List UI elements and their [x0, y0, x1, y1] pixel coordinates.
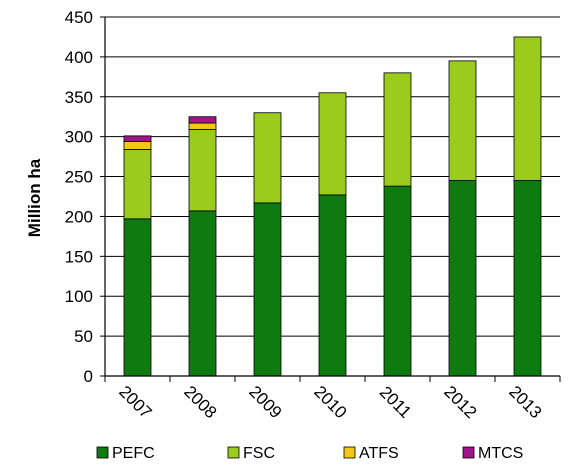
y-tick-label: 300 — [65, 128, 93, 147]
bar-segment-fsc-2010 — [318, 92, 347, 196]
y-tick-label: 250 — [65, 168, 93, 187]
bar-segment-fsc-2013 — [513, 36, 542, 181]
legend-label-fsc: FSC — [243, 445, 275, 462]
y-tick-label: 0 — [84, 367, 93, 386]
legend-swatch-pefc — [96, 446, 109, 459]
bar-segment-pefc-2007 — [123, 218, 152, 377]
bar-segment-pefc-2013 — [513, 180, 542, 377]
y-tick-labels: 0 50 100 150 200 250 300 350 400 450 — [65, 8, 93, 386]
x-tick-label: 2011 — [376, 382, 415, 421]
axes — [104, 17, 561, 382]
y-tick-label: 50 — [74, 327, 93, 346]
legend-label-atfs: ATFS — [359, 445, 399, 462]
bar-segment-mtcs-2007 — [123, 135, 152, 142]
bar-segment-fsc-2007 — [123, 149, 152, 220]
bar-segment-pefc-2009 — [253, 202, 282, 377]
legend-label-mtcs: MTCS — [478, 445, 523, 462]
y-tick-label: 150 — [65, 247, 93, 266]
bars — [123, 36, 542, 377]
bar-segment-fsc-2008 — [188, 129, 217, 212]
x-tick-label: 2010 — [310, 382, 350, 422]
bar-segment-fsc-2011 — [383, 72, 412, 187]
x-tick-label: 2008 — [180, 382, 220, 422]
bar-segment-fsc-2009 — [253, 112, 282, 204]
y-axis-title: Million ha — [25, 158, 44, 237]
x-tick-label: 2013 — [505, 382, 545, 422]
legend: PEFC FSC ATFS MTCS — [96, 445, 523, 462]
bar-segment-atfs-2008 — [188, 122, 217, 130]
x-tick-label: 2007 — [115, 382, 155, 422]
bar-segment-fsc-2012 — [448, 60, 477, 181]
y-tick-label: 350 — [65, 88, 93, 107]
bar-segment-pefc-2011 — [383, 185, 412, 377]
bar-segment-mtcs-2008 — [188, 116, 217, 124]
x-tick-label: 2009 — [245, 382, 285, 422]
legend-label-pefc: PEFC — [112, 445, 155, 462]
bar-segment-atfs-2007 — [123, 141, 152, 150]
y-tick-label: 100 — [65, 287, 93, 306]
legend-swatch-mtcs — [462, 446, 475, 459]
x-tick-labels: 2007 2008 2009 2010 2011 2012 2013 — [115, 382, 545, 422]
bar-segment-pefc-2012 — [448, 180, 477, 377]
y-tick-label: 400 — [65, 48, 93, 67]
x-tick-label: 2012 — [440, 382, 480, 422]
bar-segment-pefc-2010 — [318, 194, 347, 377]
legend-swatch-fsc — [227, 446, 240, 459]
y-tick-label: 450 — [65, 8, 93, 27]
legend-swatch-atfs — [343, 446, 356, 459]
bar-segment-pefc-2008 — [188, 210, 217, 377]
y-tick-label: 200 — [65, 207, 93, 226]
